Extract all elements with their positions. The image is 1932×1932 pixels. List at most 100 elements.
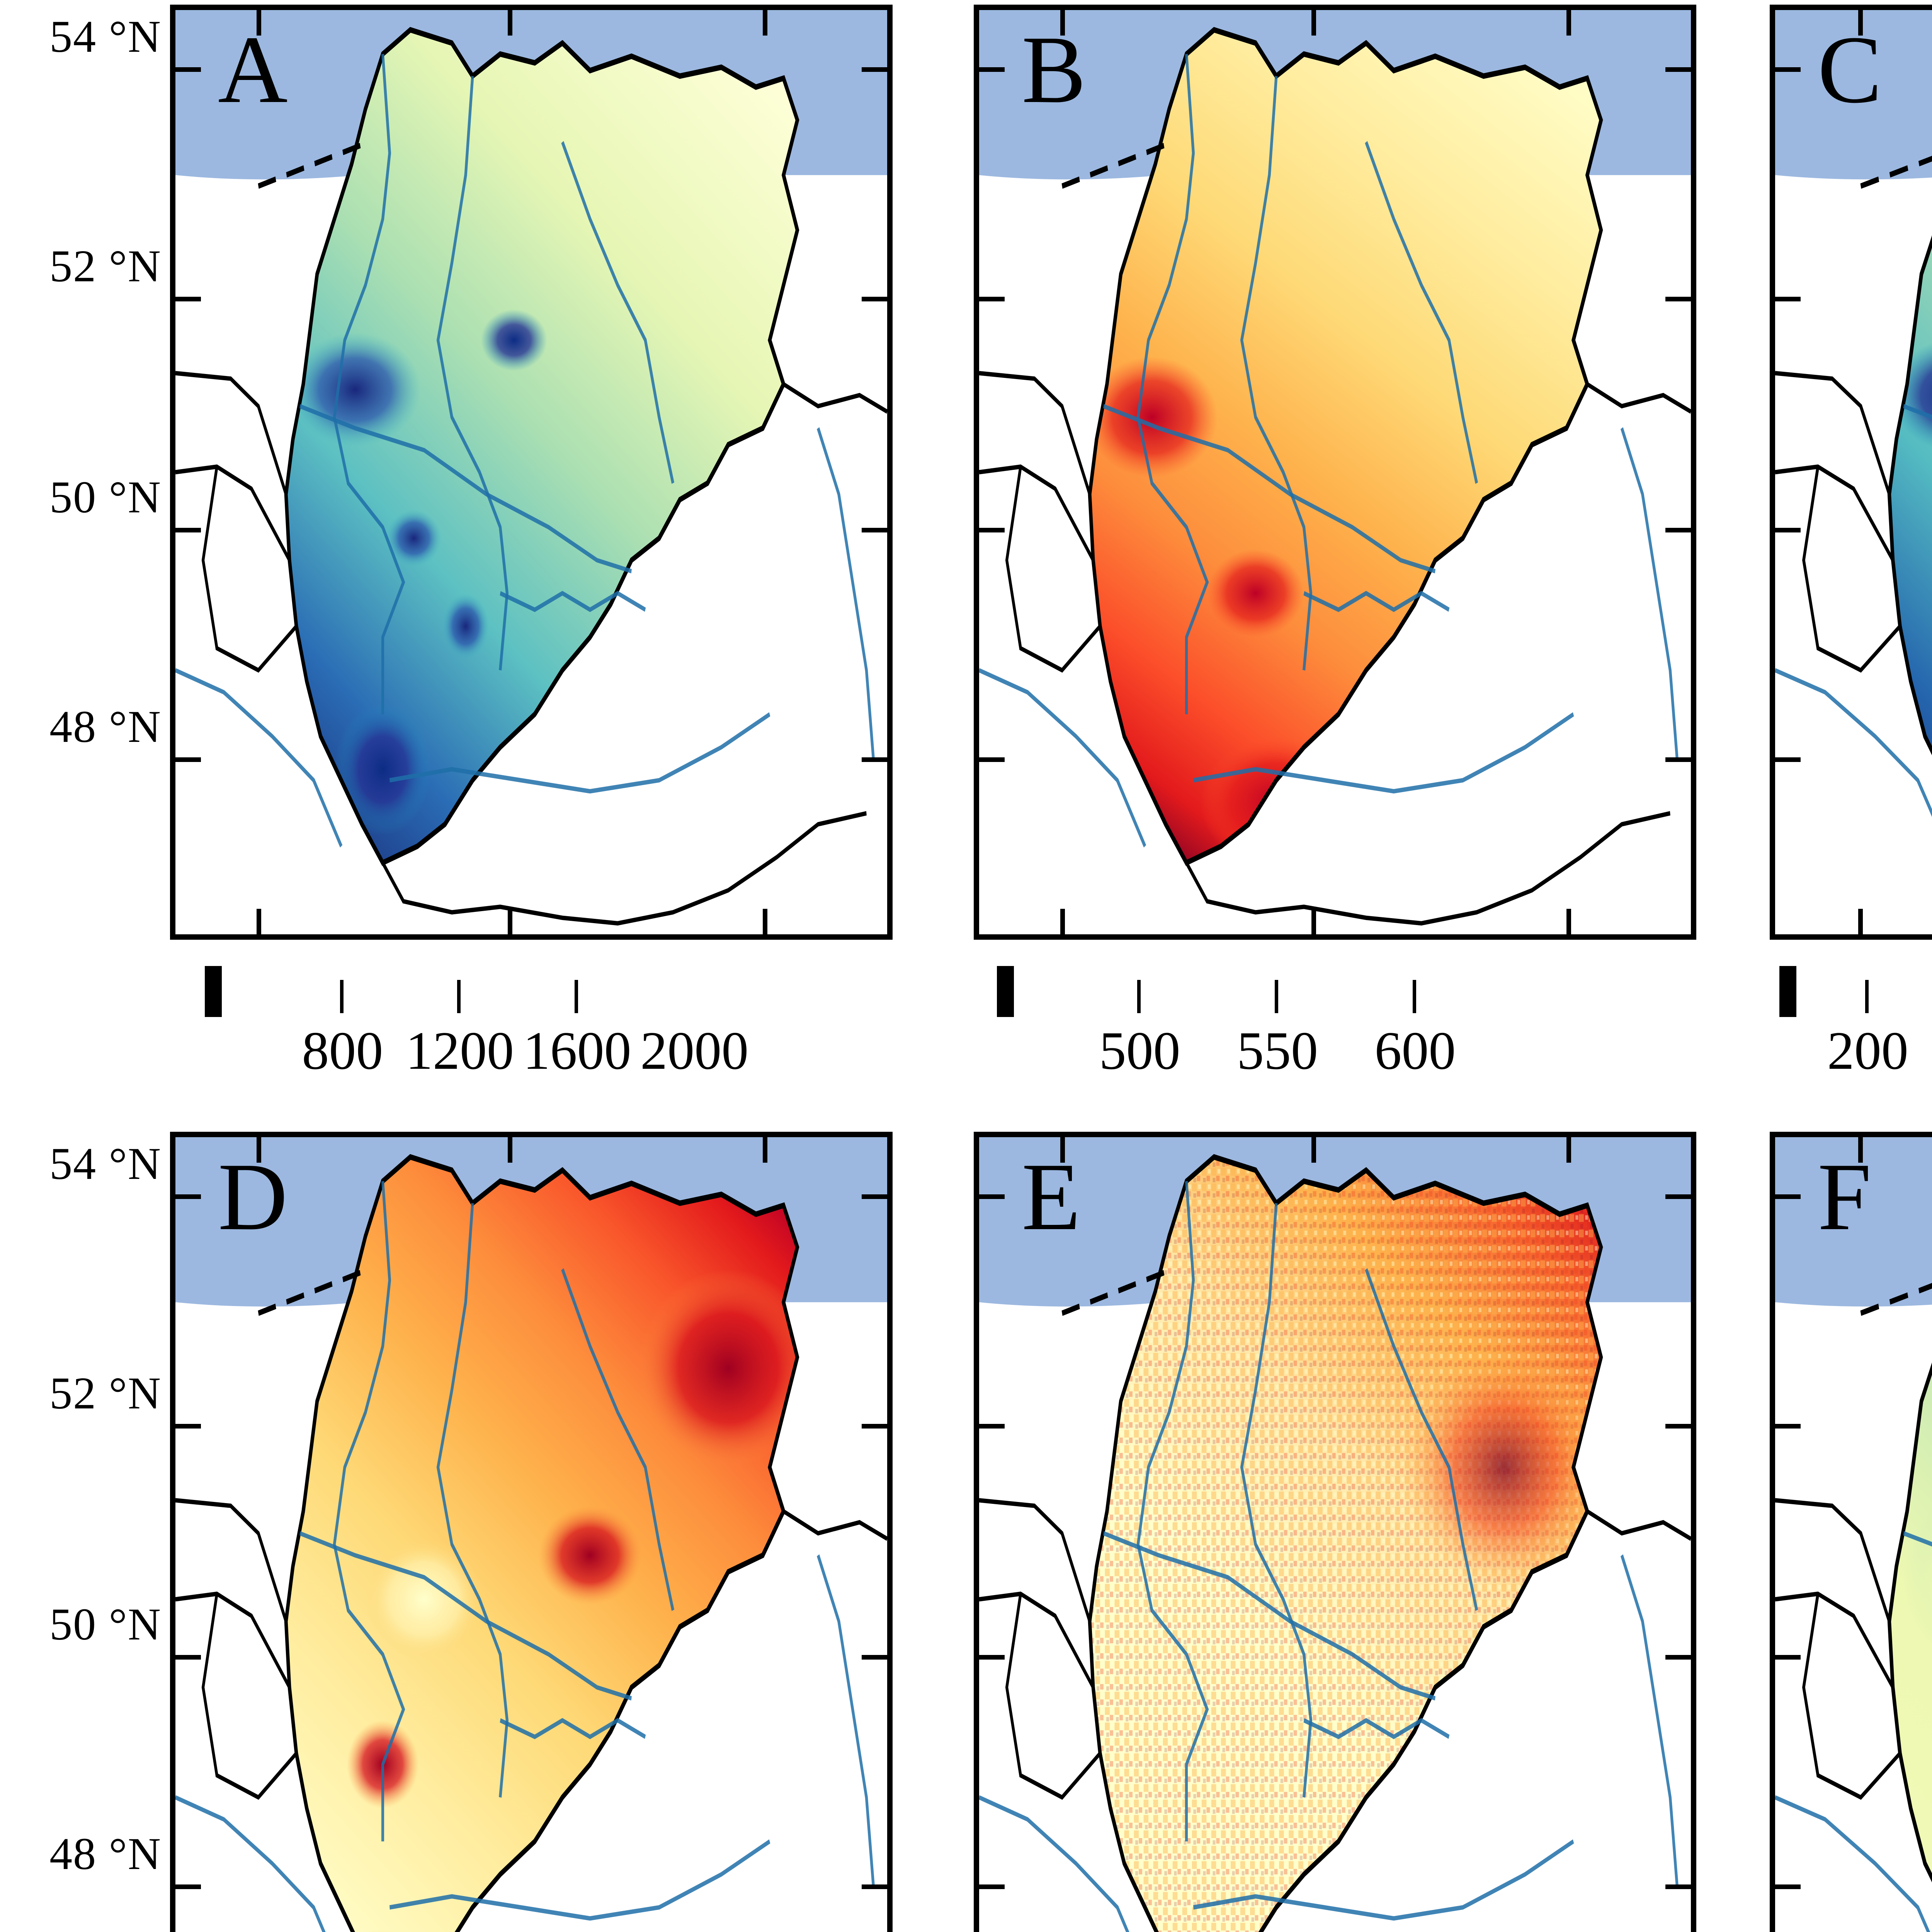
colorbar-a[interactable]: [205, 966, 222, 1017]
tick-lat-52-a-right: [862, 297, 887, 301]
map-b: [979, 10, 1691, 934]
tick-lat-52-b-right: [1665, 297, 1691, 301]
tick-lon-6-c: [1858, 10, 1863, 36]
tick-lat-50-b-right: [1665, 528, 1691, 532]
panel-label-d: D: [218, 1143, 288, 1250]
tick-lat-52-b: [979, 297, 1005, 301]
panel-cell-a: 54 °N 52 °N 50 °N 48 °N: [0, 0, 893, 1127]
tick-lat-54-b: [979, 67, 1005, 72]
panel-label-b: B: [1022, 16, 1086, 123]
tick-lat-52-c: [1775, 297, 1801, 301]
tick-lat-54-d: [175, 1194, 201, 1199]
colorbar-ticks-b: [997, 966, 1507, 1017]
tick-lat-50-e-right: [1665, 1655, 1691, 1660]
tick-lat-48-d-right: [862, 1884, 887, 1889]
tick-lat-52-d-right: [862, 1424, 887, 1429]
tick-lat-48-d: [175, 1884, 201, 1889]
tick-lon-6-f: [1858, 1137, 1863, 1163]
tick-lat-50-b: [979, 528, 1005, 532]
tick-lon-10-b-bottom: [1311, 909, 1316, 934]
tick-lat-54-a-right: [862, 67, 887, 72]
panel-label-e: E: [1022, 1143, 1081, 1250]
lat-label-50n-bottom: 50 °N: [49, 1599, 162, 1650]
tick-lat-52-d: [175, 1424, 201, 1429]
map-frame-b[interactable]: B: [974, 5, 1696, 940]
lat-label-52n: 52 °N: [49, 241, 162, 291]
tick-lat-50-a-right: [862, 528, 887, 532]
tick-lat-48-e: [979, 1884, 1005, 1889]
panel-label-c: C: [1818, 16, 1882, 123]
panel-cell-f: F 6 °E 10 °E 14 °E: [1604, 1127, 1932, 1932]
tick-lon-6-d: [257, 1137, 261, 1163]
cb-b-tick-600: 600: [1374, 1021, 1456, 1081]
tick-lon-14-e: [1566, 1137, 1571, 1163]
map-frame-c[interactable]: C: [1770, 5, 1932, 940]
colorbar-wrap-a: 800 1200 1600 2000: [205, 966, 748, 1082]
tick-lon-14-a-bottom: [763, 909, 767, 934]
tick-lat-48-a: [175, 757, 201, 762]
panel-label-a: A: [218, 16, 288, 123]
tick-lon-14-b: [1566, 10, 1571, 36]
tick-lat-48-c: [1775, 757, 1801, 762]
tick-lon-6-b-bottom: [1060, 909, 1065, 934]
figure-row-top: 54 °N 52 °N 50 °N 48 °N: [0, 0, 1932, 1127]
map-e: [979, 1137, 1691, 1932]
cb-a-tick-800: 800: [302, 1021, 383, 1081]
colorbar-b[interactable]: [997, 966, 1014, 1017]
map-d: [175, 1137, 887, 1932]
lat-label-48n: 48 °N: [49, 701, 162, 752]
tick-lon-10-a: [508, 10, 512, 36]
colorbar-labels-a: 800 1200 1600 2000: [205, 1021, 748, 1082]
colorbar-c[interactable]: [1779, 966, 1796, 1017]
colorbar-labels-c: 200 400 600 800 1000: [1779, 1024, 1932, 1082]
tick-lon-6-b: [1060, 10, 1065, 36]
map-frame-e[interactable]: E: [974, 1132, 1696, 1932]
tick-lat-52-e-right: [1665, 1424, 1691, 1429]
map-f: [1775, 1137, 1932, 1932]
tick-lat-50-a: [175, 528, 201, 532]
tick-lon-10-e: [1311, 1137, 1316, 1163]
tick-lat-54-f: [1775, 1194, 1801, 1199]
tick-lon-10-a-bottom: [508, 909, 512, 934]
tick-lat-48-b-right: [1665, 757, 1691, 762]
latitude-axis-labels-top: 54 °N 52 °N 50 °N 48 °N: [0, 0, 166, 947]
cb-a-tick-2000: 2000: [640, 1021, 749, 1081]
tick-lat-48-b: [979, 757, 1005, 762]
tick-lat-52-f: [1775, 1424, 1801, 1429]
map-frame-a[interactable]: A: [170, 5, 893, 940]
colorbar-ticks-a: [205, 966, 715, 1017]
tick-lon-10-d: [508, 1137, 512, 1163]
map-frame-f[interactable]: F: [1770, 1132, 1932, 1932]
tick-lat-48-a-right: [862, 757, 887, 762]
tick-lat-50-c: [1775, 528, 1801, 532]
map-frame-d[interactable]: D: [170, 1132, 893, 1932]
tick-lon-14-a: [763, 10, 767, 36]
panel-cell-e: E 6 °E 10 °E 14 °E: [808, 1127, 1696, 1932]
tick-lat-54-d-right: [862, 1194, 887, 1199]
map-a: [175, 10, 887, 934]
tick-lon-6-c-bottom: [1858, 909, 1863, 934]
cb-b-tick-550: 550: [1237, 1021, 1318, 1081]
tick-lat-54-c: [1775, 67, 1801, 72]
tick-lon-14-d: [763, 1137, 767, 1163]
latitude-axis-labels-bottom: 54 °N 52 °N 50 °N 48 °N: [0, 1127, 166, 1932]
tick-lat-48-f: [1775, 1884, 1801, 1889]
panel-cell-d: 54 °N 52 °N 50 °N 48 °N: [0, 1127, 893, 1932]
cb-a-tick-1200: 1200: [406, 1021, 514, 1081]
colorbar-labels-b: 500 550 600: [997, 1024, 1507, 1082]
lat-label-50n: 50 °N: [49, 472, 162, 522]
tick-lat-50-e: [979, 1655, 1005, 1660]
tick-lat-54-b-right: [1665, 67, 1691, 72]
tick-lat-54-e-right: [1665, 1194, 1691, 1199]
panel-label-f: F: [1818, 1143, 1872, 1250]
map-c: [1775, 10, 1932, 934]
panel-cell-c: C: [1604, 0, 1932, 1127]
colorbar-wrap-c: 200 400 600 800 1000: [1779, 966, 1932, 1082]
lat-label-54n: 54 °N: [49, 11, 162, 62]
tick-lat-50-d-right: [862, 1655, 887, 1660]
tick-lat-52-a: [175, 297, 201, 301]
cb-b-tick-500: 500: [1099, 1021, 1180, 1081]
colorbar-wrap-b: 500 550 600: [997, 966, 1507, 1082]
lat-label-52n-bottom: 52 °N: [49, 1368, 162, 1418]
